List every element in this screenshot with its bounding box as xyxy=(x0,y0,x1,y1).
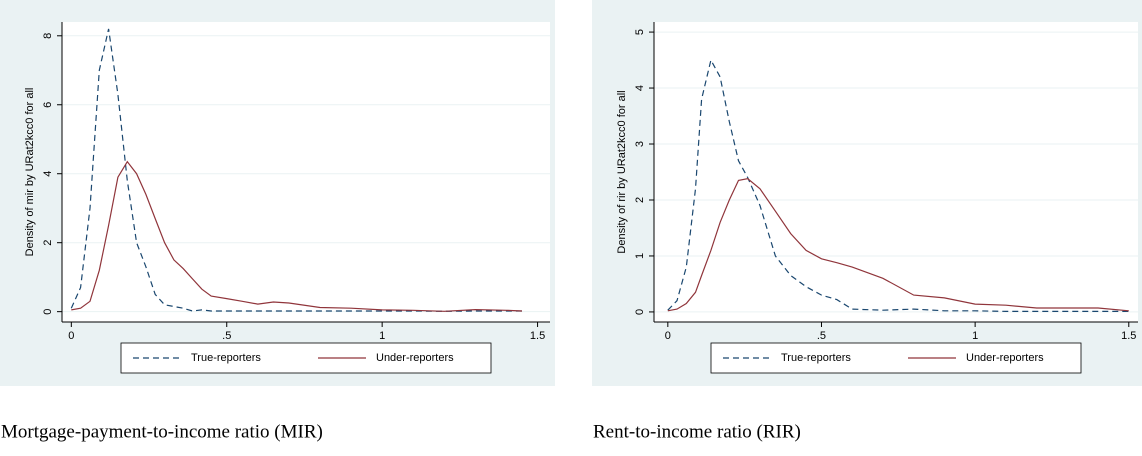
legend-box xyxy=(120,342,492,374)
y-tick-label: 3 xyxy=(634,141,646,147)
x-tick-label: 1 xyxy=(972,330,978,342)
x-tick-label: 1.5 xyxy=(1121,330,1136,342)
plot-area xyxy=(654,22,1138,322)
y-tick-label: 4 xyxy=(42,171,54,177)
legend-label: Under-reporters xyxy=(966,352,1044,364)
legend-label: True-reporters xyxy=(191,352,261,364)
x-tick-label: 0 xyxy=(665,330,671,342)
x-tick-label: .5 xyxy=(222,330,231,342)
y-tick-label: 0 xyxy=(634,309,646,315)
y-tick-label: 2 xyxy=(634,197,646,203)
y-tick-label: 5 xyxy=(634,29,646,35)
y-axis-label: Density of rir by URat2kcc0 for all xyxy=(616,90,628,253)
x-tick-label: 1 xyxy=(379,330,385,342)
legend-label: True-reporters xyxy=(781,352,851,364)
x-tick-label: 0 xyxy=(68,330,74,342)
y-tick-label: 1 xyxy=(634,253,646,259)
legend-box xyxy=(710,342,1082,374)
caption: Mortgage-payment-to-income ratio (MIR) xyxy=(1,421,323,442)
y-tick-label: 0 xyxy=(42,309,54,315)
y-tick-label: 8 xyxy=(42,33,54,39)
x-tick-label: 1.5 xyxy=(530,330,545,342)
series-line xyxy=(667,178,1129,312)
series-line xyxy=(667,58,1129,312)
y-axis-label: Density of mir by URat2kcc0 for all xyxy=(24,88,36,257)
y-tick-label: 4 xyxy=(634,85,646,91)
series-line xyxy=(71,160,523,312)
y-tick-label: 6 xyxy=(42,102,54,108)
y-tick-label: 2 xyxy=(42,240,54,246)
plot-area xyxy=(62,22,550,322)
x-tick-label: .5 xyxy=(817,330,826,342)
caption: Rent-to-income ratio (RIR) xyxy=(593,421,801,442)
legend-label: Under-reporters xyxy=(376,352,454,364)
series-line xyxy=(70,28,522,312)
